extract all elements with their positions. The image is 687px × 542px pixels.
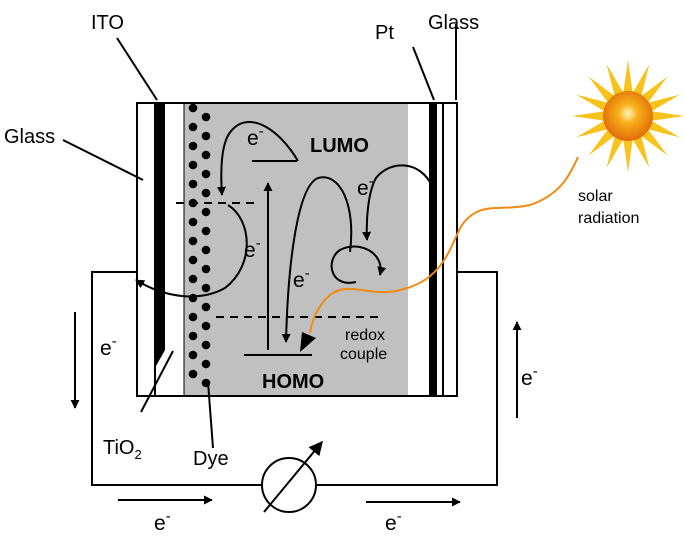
electrolyte-region — [184, 103, 408, 396]
glass-left-label: Glass — [4, 126, 55, 148]
radiation-arrowhead — [300, 332, 316, 352]
dye-particle — [188, 141, 198, 151]
tio2-label-subscript: 2 — [134, 447, 141, 462]
dye-particle — [188, 122, 198, 132]
redox-label-line1: redox — [345, 327, 385, 344]
solar-label-line1: solar — [578, 188, 613, 205]
electron-symbol-charge: - — [112, 333, 117, 350]
dye-particle — [201, 302, 211, 312]
dye-particle — [188, 293, 198, 303]
electron-symbol: e- — [244, 235, 261, 262]
electron-symbol-charge: - — [369, 173, 374, 190]
pt-layer — [429, 103, 437, 396]
dye-particle — [188, 179, 198, 189]
dye-particle — [201, 340, 211, 350]
dye-particle — [188, 331, 198, 341]
dye-particle — [188, 369, 198, 379]
dye-particle — [201, 112, 211, 122]
electron-symbol-base: e — [385, 512, 397, 535]
solar-label-line2: radiation — [578, 210, 639, 227]
sun-icon — [572, 60, 684, 172]
dye-particle — [201, 283, 211, 293]
arrow-redox-cycle — [330, 245, 387, 284]
electron-symbol: e- — [100, 333, 117, 360]
sun-core — [603, 91, 653, 141]
electron-symbol: e- — [154, 508, 171, 535]
electron-symbol-base: e — [244, 239, 256, 262]
electron-symbol-base: e — [293, 269, 305, 292]
glass-right-label: Glass — [428, 12, 479, 34]
electron-labels: e-e-e-e-e-e-e-e- — [100, 123, 538, 535]
arrow-pt-to-redox — [362, 164, 433, 241]
electron-symbol: e- — [521, 363, 538, 390]
electron-symbol-base: e — [100, 337, 112, 360]
circuit-current-arrows — [70, 312, 522, 507]
dye-particle — [201, 131, 211, 141]
homo-label: HOMO — [262, 371, 324, 393]
dye-particle — [201, 321, 211, 331]
variable-resistor-icon — [261, 440, 323, 513]
electron-symbol: e- — [247, 123, 264, 150]
lumo-label: LUMO — [310, 135, 369, 157]
dye-particle — [201, 264, 211, 274]
dye-particles — [188, 103, 211, 388]
electron-symbol-base: e — [154, 512, 166, 535]
electron-symbol: e- — [357, 173, 374, 200]
arrow-dye-regeneration — [281, 176, 353, 343]
label-leader-lines — [62, 24, 457, 449]
dye-particle — [201, 169, 211, 179]
redox-label-line2: couple — [340, 346, 387, 363]
dye-particle — [188, 274, 198, 284]
dye-particle — [201, 188, 211, 198]
cell-outline — [136, 102, 458, 397]
dye-particle — [188, 312, 198, 322]
dye-particle — [201, 226, 211, 236]
tio2-label-base: TiO — [103, 437, 134, 459]
ito-layer — [156, 103, 165, 366]
solar-radiation-path — [309, 156, 579, 334]
dye-particle — [188, 236, 198, 246]
electron-symbol-charge: - — [397, 508, 402, 525]
electron-pathways — [135, 121, 433, 350]
electron-symbol-base: e — [521, 367, 533, 390]
dye-particle — [188, 350, 198, 360]
electron-symbol-base: e — [357, 177, 369, 200]
electron-symbol: e- — [293, 265, 310, 292]
external-circuit — [91, 271, 498, 486]
dye-particle — [188, 217, 198, 227]
dye-particle — [188, 255, 198, 265]
pt-label: Pt — [375, 22, 394, 44]
electron-symbol-charge: - — [259, 123, 264, 140]
tio2-label: TiO2 — [103, 437, 142, 462]
dye-particle — [201, 245, 211, 255]
dye-particle — [201, 150, 211, 160]
arrow-tio2-to-ito — [135, 204, 248, 298]
energy-levels — [176, 160, 378, 356]
dye-particle — [201, 359, 211, 369]
electron-symbol: e- — [385, 508, 402, 535]
ito-label: ITO — [91, 12, 124, 34]
electron-symbol-charge: - — [256, 235, 261, 252]
dye-label: Dye — [193, 448, 229, 470]
dye-particle — [188, 160, 198, 170]
electron-symbol-base: e — [247, 127, 259, 150]
dye-particle — [188, 103, 198, 113]
electron-symbol-charge: - — [166, 508, 171, 525]
dye-particle — [201, 207, 211, 217]
cell — [136, 102, 458, 397]
arrow-lumo-to-tio2 — [216, 121, 299, 196]
electron-symbol-charge: - — [305, 265, 310, 282]
electron-symbol-charge: - — [533, 363, 538, 380]
